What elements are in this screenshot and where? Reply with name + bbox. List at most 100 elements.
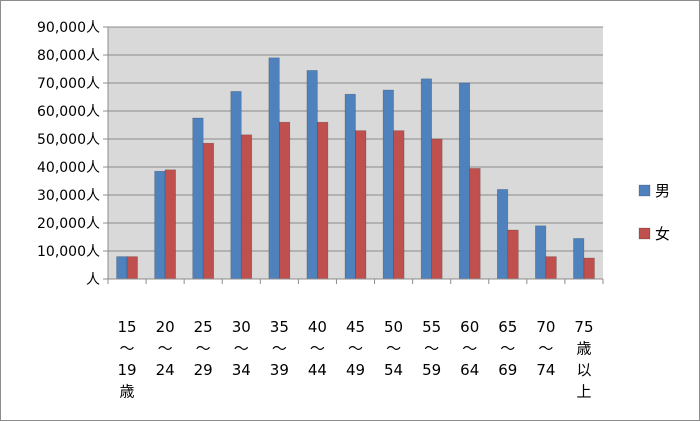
x-tick-label-line: ～: [462, 340, 477, 358]
y-tick-label: 80,000人: [37, 48, 100, 64]
y-tick-label: 30,000人: [37, 188, 100, 204]
bar-male: [154, 170, 166, 280]
x-tick-label-line: 歳: [576, 340, 591, 358]
bar-male: [268, 57, 280, 280]
bar-male: [573, 238, 585, 280]
x-tick-label: 75 歳以上: [574, 318, 593, 401]
x-tick-label-line: 60: [460, 318, 479, 336]
x-tick-label-line: 34: [232, 361, 251, 379]
bar-female: [431, 138, 443, 280]
x-tick-label-line: 40: [308, 318, 327, 336]
x-tick-label-line: 59: [422, 361, 441, 379]
legend-swatch-male: [638, 184, 651, 197]
y-tick-label: 60,000人: [37, 104, 100, 120]
x-tick-label: 65 ～ 69: [498, 318, 517, 379]
bar-female: [317, 121, 329, 280]
x-tick-label-line: 64: [460, 361, 479, 379]
y-tick-label: 人: [86, 272, 100, 288]
x-tick-label-line: 15: [117, 318, 136, 336]
x-tick-label-line: 30: [232, 318, 251, 336]
x-tick-label-line: ～: [386, 340, 401, 358]
x-tick-label-line: ～: [158, 340, 173, 358]
bar-male: [344, 93, 356, 280]
bar-male: [306, 70, 318, 280]
bar-male: [535, 225, 547, 280]
bar-female: [507, 229, 519, 280]
y-tick-label: 40,000人: [37, 160, 100, 176]
bar-male: [497, 189, 509, 280]
x-tick-label-line: ～: [348, 340, 363, 358]
y-tick-label: 20,000人: [37, 216, 100, 232]
bar-female: [240, 134, 253, 280]
axes: [107, 27, 604, 284]
y-axis-ticks: 人 10,000人 20,000人 30,000人 40,000人 50,000人 60,0…: [37, 20, 108, 288]
bar-female: [545, 256, 557, 280]
x-tick-label: 30 ～ 34: [232, 318, 251, 379]
x-tick-label: 45 ～ 49: [346, 318, 365, 379]
legend-label-male: 男: [655, 182, 670, 200]
x-tick-label: 25 ～ 29: [194, 318, 213, 379]
bar-female: [583, 257, 595, 280]
x-tick-label-line: 20: [156, 318, 175, 336]
x-tick-label-line: 35: [270, 318, 289, 336]
x-tick-label: 35 ～ 39: [270, 318, 289, 379]
bar-female: [164, 169, 176, 280]
bar-male: [192, 117, 204, 280]
y-tick-label: 90,000人: [37, 20, 100, 36]
x-tick-label: 55 ～ 59: [422, 318, 441, 379]
x-tick-label-line: ～: [272, 340, 287, 358]
bar-female: [393, 130, 405, 280]
bar-male: [230, 91, 242, 280]
x-tick-label-line: 49: [346, 361, 365, 379]
x-tick-label-line: ～: [120, 340, 135, 358]
y-tick-label: 10,000人: [37, 244, 100, 260]
x-tick-label-line: 50: [384, 318, 403, 336]
x-tick-label-line: 24: [156, 361, 175, 379]
x-tick-label-line: 55: [422, 318, 441, 336]
bar-male: [420, 78, 432, 280]
x-tick-label-line: 70: [536, 318, 555, 336]
x-tick-label: 50 ～ 54: [384, 318, 403, 379]
x-tick-label: 20 ～ 24: [156, 318, 175, 379]
x-tick-label-line: 以: [576, 361, 591, 379]
x-tick-label-line: ～: [538, 340, 553, 358]
bar-female: [279, 121, 291, 280]
bar-female: [126, 256, 138, 280]
bar-female: [202, 142, 214, 280]
x-tick-label-line: 39: [270, 361, 289, 379]
x-tick-label-line: 19: [117, 361, 136, 379]
x-tick-label-line: ～: [310, 340, 325, 358]
legend: 男女: [638, 182, 670, 243]
bar-female: [355, 130, 367, 280]
x-tick-label: 40 ～ 44: [308, 318, 327, 379]
x-tick-label-line: 65: [498, 318, 517, 336]
x-tick-label-line: 75: [574, 318, 593, 336]
x-tick-label-line: ～: [234, 340, 249, 358]
x-tick-label-line: 69: [498, 361, 517, 379]
x-tick-label-line: 歳: [120, 383, 135, 401]
x-tick-label: 60 ～ 64: [460, 318, 479, 379]
x-tick-label-line: 25: [194, 318, 213, 336]
x-tick-label-line: 上: [576, 383, 591, 401]
x-tick-label-line: 29: [194, 361, 213, 379]
x-tick-label: 15 ～ 19 歳: [117, 318, 136, 401]
x-tick-label-line: ～: [500, 340, 515, 358]
bar-male: [458, 82, 471, 280]
y-tick-label: 50,000人: [37, 132, 100, 148]
bar-male: [382, 89, 394, 280]
x-tick-label-line: ～: [424, 340, 439, 358]
x-tick-label-line: 44: [308, 361, 327, 379]
x-tick-label-line: 74: [536, 361, 555, 379]
legend-label-female: 女: [655, 225, 670, 243]
y-tick-label: 70,000人: [37, 76, 100, 92]
bar-male: [116, 256, 128, 280]
legend-swatch-female: [638, 227, 651, 240]
x-tick-label-line: 54: [384, 361, 403, 379]
x-tick-label-line: ～: [196, 340, 211, 358]
x-tick-label: 70 ～ 74: [536, 318, 555, 379]
x-tick-label-line: 45: [346, 318, 365, 336]
bar-female: [469, 168, 481, 280]
